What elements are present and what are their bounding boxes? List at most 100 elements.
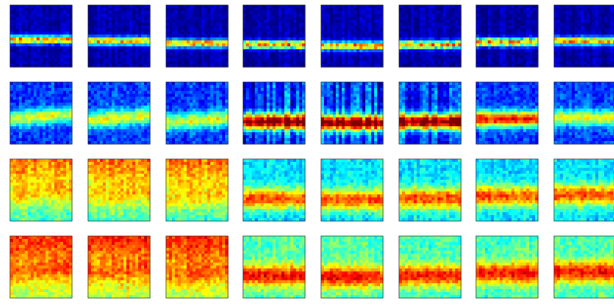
heatmap-cell — [479, 37, 482, 40]
heatmap-cell — [100, 49, 103, 52]
heatmap-cell — [138, 5, 141, 8]
heatmap-cell — [296, 61, 299, 64]
heatmap-cell — [270, 52, 273, 55]
heatmap-cell — [243, 58, 246, 61]
heatmap-cell — [219, 37, 222, 40]
heatmap-cell — [345, 32, 348, 35]
heatmap-cell — [482, 32, 485, 35]
heatmap-cell — [532, 58, 535, 61]
heatmap-cell — [604, 35, 607, 38]
heatmap-cell — [443, 52, 446, 55]
heatmap-cell — [586, 46, 589, 49]
heatmap-cell — [193, 35, 196, 38]
heatmap-cell — [482, 14, 485, 17]
heatmap-cell — [57, 106, 60, 109]
heatmap-cell — [488, 11, 491, 14]
heatmap-cell — [324, 61, 327, 64]
heatmap-cell — [414, 29, 417, 32]
heatmap-cell — [34, 32, 37, 35]
heatmap-cell — [437, 49, 440, 52]
heatmap-cell — [34, 49, 37, 52]
heatmap-cell — [500, 23, 503, 26]
heatmap-cell — [51, 97, 54, 100]
heatmap-cell — [402, 43, 405, 46]
heatmap-cell — [34, 40, 37, 43]
heatmap-cell — [210, 35, 213, 38]
heatmap-cell — [94, 11, 97, 14]
heatmap-cell — [479, 58, 482, 61]
heatmap-cell — [584, 43, 587, 46]
heatmap-cell — [497, 46, 500, 49]
heatmap-cell — [604, 32, 607, 35]
heatmap-cell — [91, 14, 94, 17]
heatmap-cell — [184, 35, 187, 38]
heatmap-cell — [198, 40, 201, 43]
heatmap-cell — [429, 5, 432, 8]
heatmap-cell — [584, 49, 587, 52]
heatmap-cell — [25, 94, 28, 97]
heatmap-cell — [333, 11, 336, 14]
heatmap-cell — [129, 49, 132, 52]
heatmap-cell — [40, 112, 43, 115]
heatmap-cell — [405, 46, 408, 49]
heatmap-cell — [16, 100, 19, 103]
heatmap-cell — [13, 11, 16, 14]
heatmap-cell — [526, 61, 529, 64]
heatmap-cell — [103, 37, 106, 40]
heatmap-cell — [336, 40, 339, 43]
heatmap-cell — [109, 5, 112, 8]
heatmap-cell — [452, 49, 455, 52]
heatmap-cell — [13, 46, 16, 49]
heatmap-cell — [589, 43, 592, 46]
heatmap-cell — [607, 46, 610, 49]
heatmap-cell — [181, 11, 184, 14]
heatmap-cell — [270, 20, 273, 23]
heatmap-cell — [575, 35, 578, 38]
heatmap-cell — [374, 52, 377, 55]
heatmap-cell — [517, 58, 520, 61]
heatmap-cell — [100, 32, 103, 35]
heatmap-cell — [10, 129, 13, 132]
heatmap-cell — [28, 82, 31, 85]
heatmap-cell — [296, 43, 299, 46]
heatmap-cell — [503, 11, 506, 14]
heatmap-cell — [598, 11, 601, 14]
heatmap-cell — [100, 11, 103, 14]
heatmap-cell — [210, 55, 213, 58]
heatmap-cell — [258, 52, 261, 55]
heatmap-cell — [40, 55, 43, 58]
heatmap-cell — [523, 11, 526, 14]
heatmap-cell — [100, 8, 103, 11]
heatmap-cell — [324, 37, 327, 40]
heatmap-cell — [51, 94, 54, 97]
heatmap-cell — [523, 32, 526, 35]
heatmap-cell — [482, 8, 485, 11]
heatmap-cell — [575, 37, 578, 40]
heatmap-cell — [252, 17, 255, 20]
heatmap-cell — [446, 37, 449, 40]
heatmap-cell — [60, 58, 63, 61]
heatmap-cell — [287, 52, 290, 55]
heatmap-cell — [511, 5, 514, 8]
heatmap-cell — [368, 26, 371, 29]
heatmap-cell — [604, 49, 607, 52]
heatmap-cell — [141, 46, 144, 49]
heatmap-cell — [16, 120, 19, 123]
heatmap-cell — [31, 126, 34, 129]
heatmap-cell — [339, 49, 342, 52]
heatmap-cell — [109, 52, 112, 55]
heatmap-cell — [28, 58, 31, 61]
heatmap-cell — [273, 40, 276, 43]
heatmap-cell — [482, 55, 485, 58]
heatmap-cell — [141, 5, 144, 8]
heatmap-cell — [31, 91, 34, 94]
heatmap-cell — [434, 29, 437, 32]
heatmap-cell — [42, 55, 45, 58]
heatmap-cell — [293, 40, 296, 43]
heatmap-cell — [255, 37, 258, 40]
heatmap-cell — [494, 52, 497, 55]
heatmap-cell — [434, 58, 437, 61]
heatmap-cell — [446, 32, 449, 35]
heatmap-cell — [48, 109, 51, 112]
heatmap-cell — [37, 55, 40, 58]
